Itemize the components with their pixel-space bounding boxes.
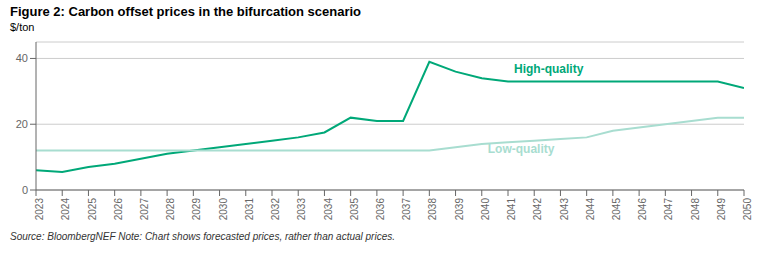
html-text:Figure 2: Carbon offset prices: Figure 2: Carbon offset prices in the bi… xyxy=(10,4,362,19)
svg-text:2035: 2035 xyxy=(349,198,360,221)
html-text:$/ton: $/ton xyxy=(10,21,35,33)
svg-text:2043: 2043 xyxy=(559,198,570,221)
svg-text:2041: 2041 xyxy=(506,198,517,221)
svg-text:0: 0 xyxy=(22,184,28,196)
svg-text:2037: 2037 xyxy=(401,198,412,221)
svg-text:2033: 2033 xyxy=(296,198,307,221)
svg-text:Low-quality: Low-quality xyxy=(488,142,555,156)
svg-text:20: 20 xyxy=(16,118,28,130)
svg-text:2044: 2044 xyxy=(585,198,596,221)
html-text:Source: BloombergNEF Note: Cha: Source: BloombergNEF Note: Chart shows f… xyxy=(10,231,395,242)
svg-text:2050: 2050 xyxy=(742,198,753,221)
svg-text:2025: 2025 xyxy=(87,198,98,221)
svg-text:2036: 2036 xyxy=(375,198,386,221)
svg-text:2030: 2030 xyxy=(218,198,229,221)
svg-text:2024: 2024 xyxy=(60,198,71,221)
svg-text:2027: 2027 xyxy=(139,198,150,221)
svg-text:2029: 2029 xyxy=(191,198,202,221)
svg-text:2034: 2034 xyxy=(323,198,334,221)
svg-text:2032: 2032 xyxy=(270,198,281,221)
svg-text:2038: 2038 xyxy=(427,198,438,221)
svg-text:40: 40 xyxy=(16,52,28,64)
svg-text:2023: 2023 xyxy=(34,198,45,221)
svg-text:2046: 2046 xyxy=(637,198,648,221)
svg-text:2048: 2048 xyxy=(690,198,701,221)
svg-text:2028: 2028 xyxy=(165,198,176,221)
svg-text:2047: 2047 xyxy=(663,198,674,221)
svg-text:2031: 2031 xyxy=(244,198,255,221)
svg-text:2049: 2049 xyxy=(716,198,727,221)
svg-text:High-quality: High-quality xyxy=(514,62,584,76)
svg-text:2045: 2045 xyxy=(611,198,622,221)
svg-text:2039: 2039 xyxy=(454,198,465,221)
svg-text:2026: 2026 xyxy=(113,198,124,221)
svg-text:2042: 2042 xyxy=(532,198,543,221)
svg-text:2040: 2040 xyxy=(480,198,491,221)
